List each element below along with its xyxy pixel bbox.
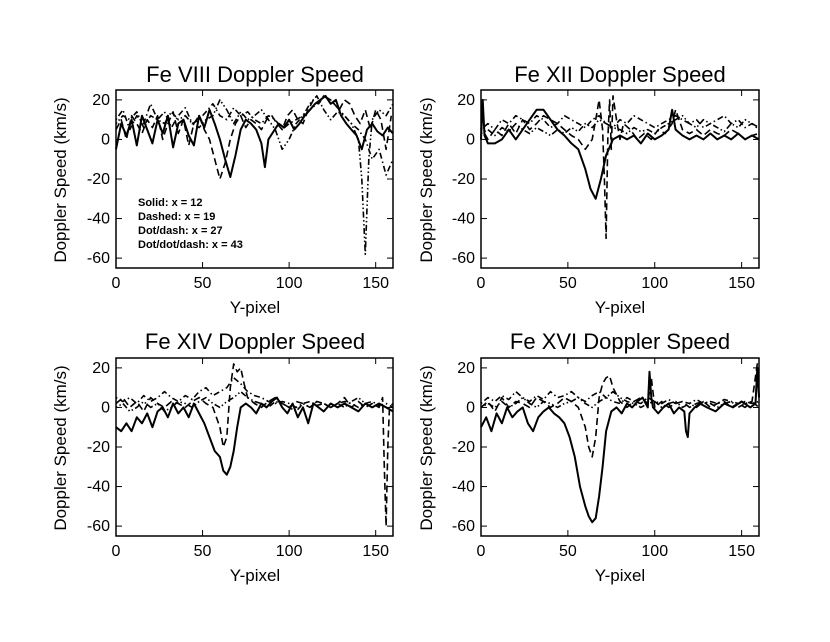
legend-entry-dashed: Dashed: x = 19: [138, 211, 215, 223]
legend-entry-dotdotdash: Dot/dot/dash: x = 43: [138, 239, 243, 251]
y-tick-label: 0: [466, 399, 475, 416]
legend: Solid: x = 12 Dashed: x = 19 Dot/dash: x…: [138, 197, 243, 251]
plot-frame: [480, 357, 760, 537]
y-axis-label: Doppler Speed (km/s): [51, 365, 70, 530]
y-tick-label: 0: [101, 399, 110, 416]
plot-frame: [115, 89, 394, 269]
y-tick-label: 0: [101, 131, 110, 148]
x-tick-label: 50: [194, 543, 212, 560]
series-line-dotdotdash: [115, 390, 394, 413]
y-tick-label: -40: [452, 479, 475, 496]
series-line-dashed: [115, 95, 393, 180]
y-tick-label: 20: [457, 360, 475, 377]
y-axis-label: Doppler Speed (km/s): [51, 97, 70, 262]
series-line-dashed: [115, 363, 394, 527]
x-tick-label: 50: [194, 275, 212, 292]
x-tick-label: 0: [112, 543, 121, 560]
x-tick-label: 100: [276, 275, 303, 292]
series-line-dashed: [480, 95, 760, 240]
series-line-dotdash: [480, 114, 760, 131]
panel-title: Fe XIV Doppler Speed: [145, 329, 365, 354]
legend-entry-dotdash: Dot/dash: x = 27: [138, 225, 223, 237]
y-tick-label: -60: [452, 250, 475, 267]
y-tick-label: -60: [87, 250, 110, 267]
y-tick-label: 20: [457, 92, 475, 109]
panel-fe-viii: Fe VIII Doppler Speed Doppler Speed (km/…: [51, 62, 394, 317]
y-tick-label: -40: [87, 479, 110, 496]
x-axis-label: Y-pixel: [230, 298, 280, 317]
series-line-dashed: [480, 363, 760, 458]
x-tick-label: 0: [112, 275, 121, 292]
series-line-solid: [480, 366, 760, 524]
y-tick-label: -40: [452, 211, 475, 228]
y-tick-label: 20: [92, 92, 110, 109]
x-tick-label: 0: [477, 275, 486, 292]
panel-fe-xii: Fe XII Doppler Speed Doppler Speed (km/s…: [417, 62, 760, 317]
y-tick-label: -20: [452, 439, 475, 456]
x-tick-label: 100: [276, 543, 303, 560]
y-axis-label: Doppler Speed (km/s): [417, 97, 436, 262]
legend-entry-solid: Solid: x = 12: [138, 197, 203, 209]
series-group: [480, 363, 760, 524]
series-line-solid: [480, 98, 760, 200]
series-line-dotdash: [480, 390, 760, 405]
x-axis-label: Y-pixel: [230, 566, 280, 585]
y-tick-label: 20: [92, 360, 110, 377]
y-axis-label: Doppler Speed (km/s): [417, 365, 436, 530]
series-line-dotdash: [115, 376, 394, 409]
x-tick-label: 150: [728, 275, 755, 292]
y-tick-label: -40: [87, 211, 110, 228]
series-line-dotdotdash: [480, 114, 760, 137]
series-line-dotdotdash: [115, 95, 394, 255]
panel-fe-xiv: Fe XIV Doppler Speed Doppler Speed (km/s…: [51, 329, 394, 585]
y-tick-label: -60: [452, 518, 475, 535]
x-tick-label: 0: [477, 543, 486, 560]
x-tick-label: 100: [641, 543, 668, 560]
x-axis-label: Y-pixel: [595, 298, 645, 317]
tick-group: 0 50 100 150 -60 -40 -20 0 20: [87, 90, 393, 292]
y-tick-label: 0: [466, 131, 475, 148]
tick-group: 0 50 100 150 -60 -40 -20 0 20: [87, 358, 393, 560]
y-tick-label: -20: [452, 171, 475, 188]
x-tick-label: 150: [728, 543, 755, 560]
plot-frame: [480, 89, 760, 269]
y-tick-label: -20: [87, 439, 110, 456]
series-group: [115, 94, 394, 255]
y-tick-label: -20: [87, 171, 110, 188]
x-tick-label: 50: [559, 543, 577, 560]
y-tick-label: -60: [87, 518, 110, 535]
series-line-solid: [115, 396, 394, 476]
series-group: [480, 95, 760, 240]
x-tick-label: 150: [362, 275, 389, 292]
series-line-dotdotdash: [480, 390, 760, 409]
series-line-solid: [115, 94, 394, 178]
x-axis-label: Y-pixel: [595, 566, 645, 585]
panel-fe-xvi: Fe XVI Doppler Speed Doppler Speed (km/s…: [417, 329, 760, 585]
x-tick-label: 150: [362, 543, 389, 560]
panel-title: Fe XII Doppler Speed: [514, 62, 726, 87]
series-group: [115, 363, 394, 527]
panel-title: Fe XVI Doppler Speed: [510, 329, 730, 354]
plot-frame: [115, 357, 394, 537]
x-tick-label: 50: [559, 275, 577, 292]
tick-group: 0 50 100 150 -60 -40 -20 0 20: [452, 90, 759, 292]
x-tick-label: 100: [641, 275, 668, 292]
panel-title: Fe VIII Doppler Speed: [146, 62, 364, 87]
